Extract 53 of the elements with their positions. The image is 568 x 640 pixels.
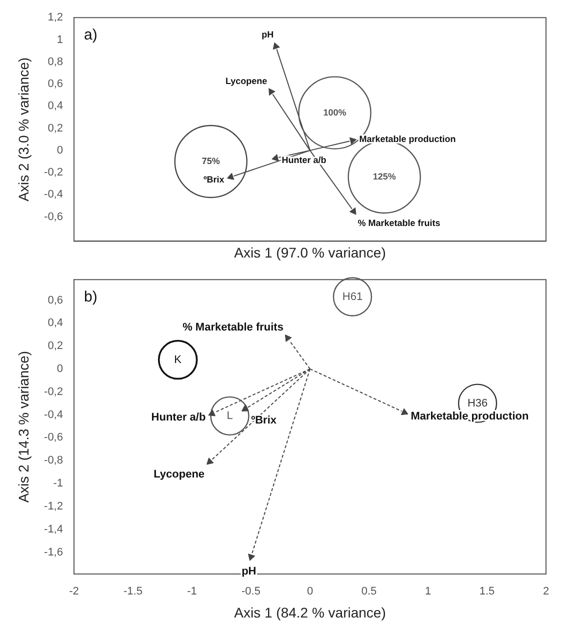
y-tick-label: -0,8	[44, 454, 63, 467]
y-tick-label: 1	[56, 34, 63, 46]
y-tick-label: -0,2	[44, 386, 63, 398]
y-axis-title: Axis 2 (14.3 % variance)	[15, 350, 32, 503]
y-tick-label: 0	[56, 144, 63, 156]
x-tick-label: 1	[424, 586, 432, 598]
x-axis-title: Axis 1 (84.2 % variance)	[234, 604, 386, 620]
y-tick-label: -1,2	[44, 500, 63, 512]
annotation: Hunter a/b	[151, 411, 206, 424]
annotation: Lycopene	[226, 76, 268, 86]
x-tick-label: 0	[306, 586, 314, 598]
y-tick-label: 0,6	[48, 294, 63, 306]
y-tick-label: 0,4	[48, 100, 63, 112]
y-tick-label: 0,8	[48, 56, 63, 68]
x-tick-label: -2	[69, 586, 79, 598]
y-tick-label: -1,6	[44, 546, 63, 558]
x-axis-title: Axis 1 (97.0 % variance)	[234, 244, 386, 260]
y-tick-label: -0,4	[44, 188, 63, 201]
annotation: % Marketable fruits	[182, 321, 284, 334]
x-tick-label: 2	[542, 586, 550, 598]
y-tick-label: 0,2	[48, 340, 63, 352]
series-label: H36	[467, 397, 488, 410]
annotation: ºBrix	[204, 174, 224, 184]
y-tick-label: -0,6	[44, 432, 63, 444]
y-axis-title: Axis 2 (3.0 % variance)	[15, 57, 32, 202]
annotation: Marketable production	[359, 134, 456, 144]
y-tick-label: -0,6	[44, 210, 63, 223]
annotation: ºBrix	[251, 414, 278, 427]
y-tick-label: -0,2	[44, 166, 63, 179]
y-tick-label: 0	[56, 362, 63, 375]
x-tick-label: -1.5	[124, 586, 142, 598]
text: 125%	[372, 171, 396, 182]
annotation: Lycopene	[154, 468, 205, 480]
annotation: % Marketable fruits	[358, 218, 440, 228]
x-tick-label: 1.5	[479, 586, 495, 598]
text: 100%	[323, 107, 346, 118]
y-tick-label: 0,4	[48, 317, 63, 330]
y-tick-label: -1	[53, 478, 63, 490]
y-tick-label: -0,4	[44, 408, 63, 421]
series-label: H61	[342, 290, 363, 303]
annotation: b)	[84, 288, 98, 306]
annotation: a)	[84, 26, 98, 44]
series-label: L	[226, 410, 233, 422]
y-tick-label: -1,4	[44, 523, 63, 536]
x-tick-label: 0.5	[361, 586, 377, 598]
annotation: pH	[262, 30, 274, 40]
y-tick-label: 0,6	[48, 78, 63, 90]
x-tick-label: -1	[187, 586, 197, 598]
text: 75%	[202, 156, 220, 166]
y-tick-label: 0,2	[48, 122, 63, 134]
series-label: K	[174, 354, 182, 366]
x-tick-label: -0.5	[242, 586, 260, 598]
y-tick-label: 1,2	[48, 12, 63, 24]
